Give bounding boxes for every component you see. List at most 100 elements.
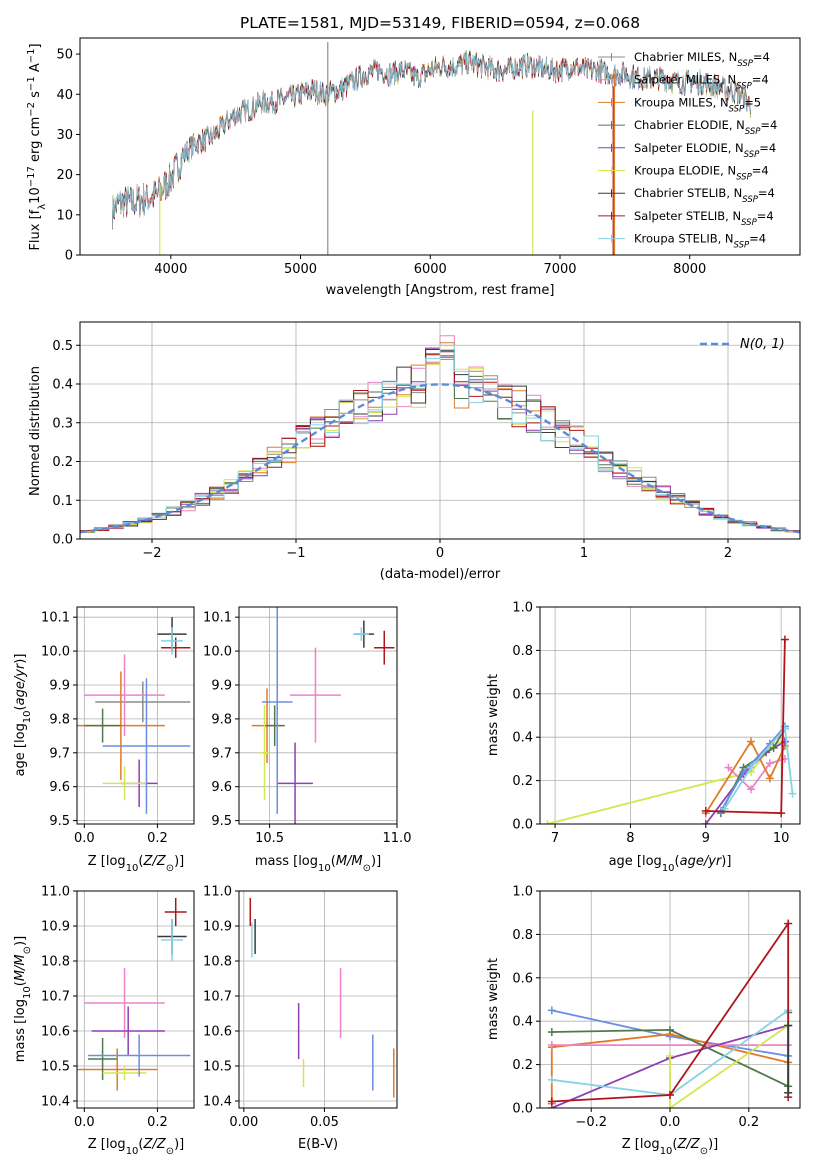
- axes-frame: [76, 606, 195, 825]
- y-tick-label: 0.2: [512, 774, 533, 789]
- y-tick-label: 30: [56, 128, 73, 143]
- y-tick-label: 10.5: [41, 1060, 70, 1075]
- plot-area: [77, 898, 191, 1091]
- weight-marker: [547, 1028, 556, 1037]
- errorbar-point: [374, 630, 395, 665]
- errorbar-point: [259, 705, 270, 801]
- weight-marker: [765, 774, 774, 783]
- y-tick-label: 11.0: [203, 885, 232, 900]
- y-tick-label: 0.2: [512, 1058, 533, 1073]
- weight-marker: [769, 744, 778, 753]
- axes-mass_vs_ebv: 0.00 0.05 10.4 10.5 10.6 10.7 10.8 10.9 11.0: [203, 885, 398, 1130]
- x-tick-label: 11.0: [383, 831, 412, 846]
- errorbar-point: [264, 705, 285, 747]
- weight-marker: [784, 1021, 793, 1030]
- y-tick-label: 10.1: [203, 611, 232, 626]
- weight-marker: [666, 1104, 674, 1108]
- y-tick-label: 0.2: [52, 455, 73, 470]
- axes-residuals: −2 −1 0 1 2 0.0 0.1 0.2 0.3 0.4 0.5: [52, 321, 801, 561]
- x-tick-label: 1: [580, 546, 588, 561]
- axes-weight_vs_Z: −0.2 0.0 0.2 0.0 0.2 0.4 0.6 0.8 1.0: [512, 885, 801, 1130]
- weight-marker: [543, 820, 552, 824]
- x-axis-label: mass [log10(M/M⊙)]: [255, 854, 381, 874]
- y-tick-label: 0.4: [512, 731, 533, 746]
- errorbar-point: [95, 681, 191, 723]
- y-tick-label: 10.7: [203, 990, 232, 1005]
- spectrum-line: [112, 50, 752, 224]
- weight-marker: [547, 1006, 556, 1015]
- x-axis-label: (data-model)/error: [380, 567, 501, 582]
- y-tick-label: 10.8: [203, 955, 232, 970]
- x-axis-label: Z [log10(Z/Z⊙)]: [88, 854, 185, 874]
- errorbar-point: [91, 1006, 165, 1056]
- axes-age_vs_Z: 0.0 0.2 9.5 9.6 9.7 9.8 9.9 10.0 10.1: [41, 606, 195, 846]
- y-tick-label: 0.0: [512, 1102, 533, 1117]
- x-tick-label: 8000: [673, 262, 706, 277]
- y-axis-label: age [log10(age/yr)]: [13, 654, 33, 777]
- y-tick-label: 0: [65, 249, 73, 264]
- y-tick-label: 10.9: [203, 920, 232, 935]
- x-tick-label: 7000: [543, 262, 576, 277]
- y-tick-label: 10.4: [203, 1095, 232, 1110]
- y-tick-label: 11.0: [41, 885, 70, 900]
- weight-marker: [777, 809, 786, 818]
- y-tick-label: 10.6: [41, 1025, 70, 1040]
- x-tick-label: −2: [142, 546, 161, 561]
- x-tick-label: 8: [626, 831, 634, 846]
- x-axis-label: age [log10(age/yr)]: [609, 854, 732, 874]
- weight-line: [550, 1033, 789, 1104]
- weight-line: [705, 639, 786, 815]
- y-tick-label: 0.3: [52, 416, 73, 431]
- weight-marker: [547, 1041, 556, 1050]
- y-tick-label: 9.8: [49, 712, 70, 727]
- weight-marker: [666, 1051, 674, 1060]
- axes-frame: [76, 890, 195, 1109]
- errorbar-point: [102, 678, 191, 814]
- y-tick-label: 9.9: [211, 678, 232, 693]
- weight-marker: [765, 759, 774, 768]
- residual-legend: N(0, 1): [700, 337, 785, 352]
- x-tick-label: 10.5: [255, 831, 284, 846]
- x-tick-label: 0.0: [74, 1115, 95, 1130]
- y-tick-label: 0.4: [52, 378, 73, 393]
- y-tick-label: 0.6: [512, 687, 533, 702]
- legend-label: Salpeter STELIB, NSSP=4: [634, 209, 774, 228]
- errorbar-point: [289, 647, 341, 743]
- errorbar-point: [164, 898, 187, 926]
- x-tick-label: 6000: [414, 262, 447, 277]
- x-axis-label: Z [log10(Z/Z⊙)]: [622, 1137, 719, 1157]
- y-tick-label: 1.0: [512, 885, 533, 900]
- legend-label: Chabrier ELODIE, NSSP=4: [634, 118, 777, 137]
- legend-label: Salpeter ELODIE, NSSP=4: [634, 141, 776, 160]
- weight-line: [551, 920, 790, 1103]
- y-tick-label: 10: [56, 208, 73, 223]
- y-tick-label: 10.4: [41, 1095, 70, 1110]
- weight-marker: [547, 1097, 556, 1106]
- legend-label: Chabrier MILES, NSSP=4: [634, 50, 770, 69]
- x-tick-label: −1: [286, 546, 305, 561]
- y-tick-label: 0.6: [512, 971, 533, 986]
- weight-marker: [747, 737, 756, 746]
- x-tick-label: 9: [702, 831, 710, 846]
- y-tick-label: 10.7: [41, 990, 70, 1005]
- y-tick-label: 9.7: [49, 746, 70, 761]
- y-axis-label: Flux [fλ10−17 erg cm−2 s−1 A−1]: [26, 43, 48, 250]
- plot-area: [251, 607, 395, 824]
- x-tick-label: 0.05: [310, 1115, 339, 1130]
- errorbar-point: [161, 919, 184, 961]
- errorbar-point: [84, 654, 165, 736]
- weight-line: [705, 739, 786, 814]
- y-tick-label: 10.9: [41, 920, 70, 935]
- histogram-step: [80, 344, 800, 535]
- y-tick-label: 10.8: [41, 955, 70, 970]
- legend-label: Chabrier STELIB, NSSP=4: [634, 186, 775, 205]
- spectrum-legend: Chabrier MILES, NSSP=4 Salpeter MILES, NS…: [598, 50, 777, 251]
- x-tick-label: 2: [724, 546, 732, 561]
- weight-marker: [739, 767, 748, 776]
- y-tick-label: 1.0: [512, 601, 533, 616]
- axes-mass_vs_Z: 0.0 0.2 10.4 10.5 10.6 10.7 10.8 10.9 11.0: [41, 885, 195, 1130]
- y-tick-label: 20: [56, 168, 73, 183]
- x-tick-label: 0.2: [738, 1115, 759, 1130]
- x-tick-label: 5000: [284, 262, 317, 277]
- weight-marker: [724, 763, 733, 772]
